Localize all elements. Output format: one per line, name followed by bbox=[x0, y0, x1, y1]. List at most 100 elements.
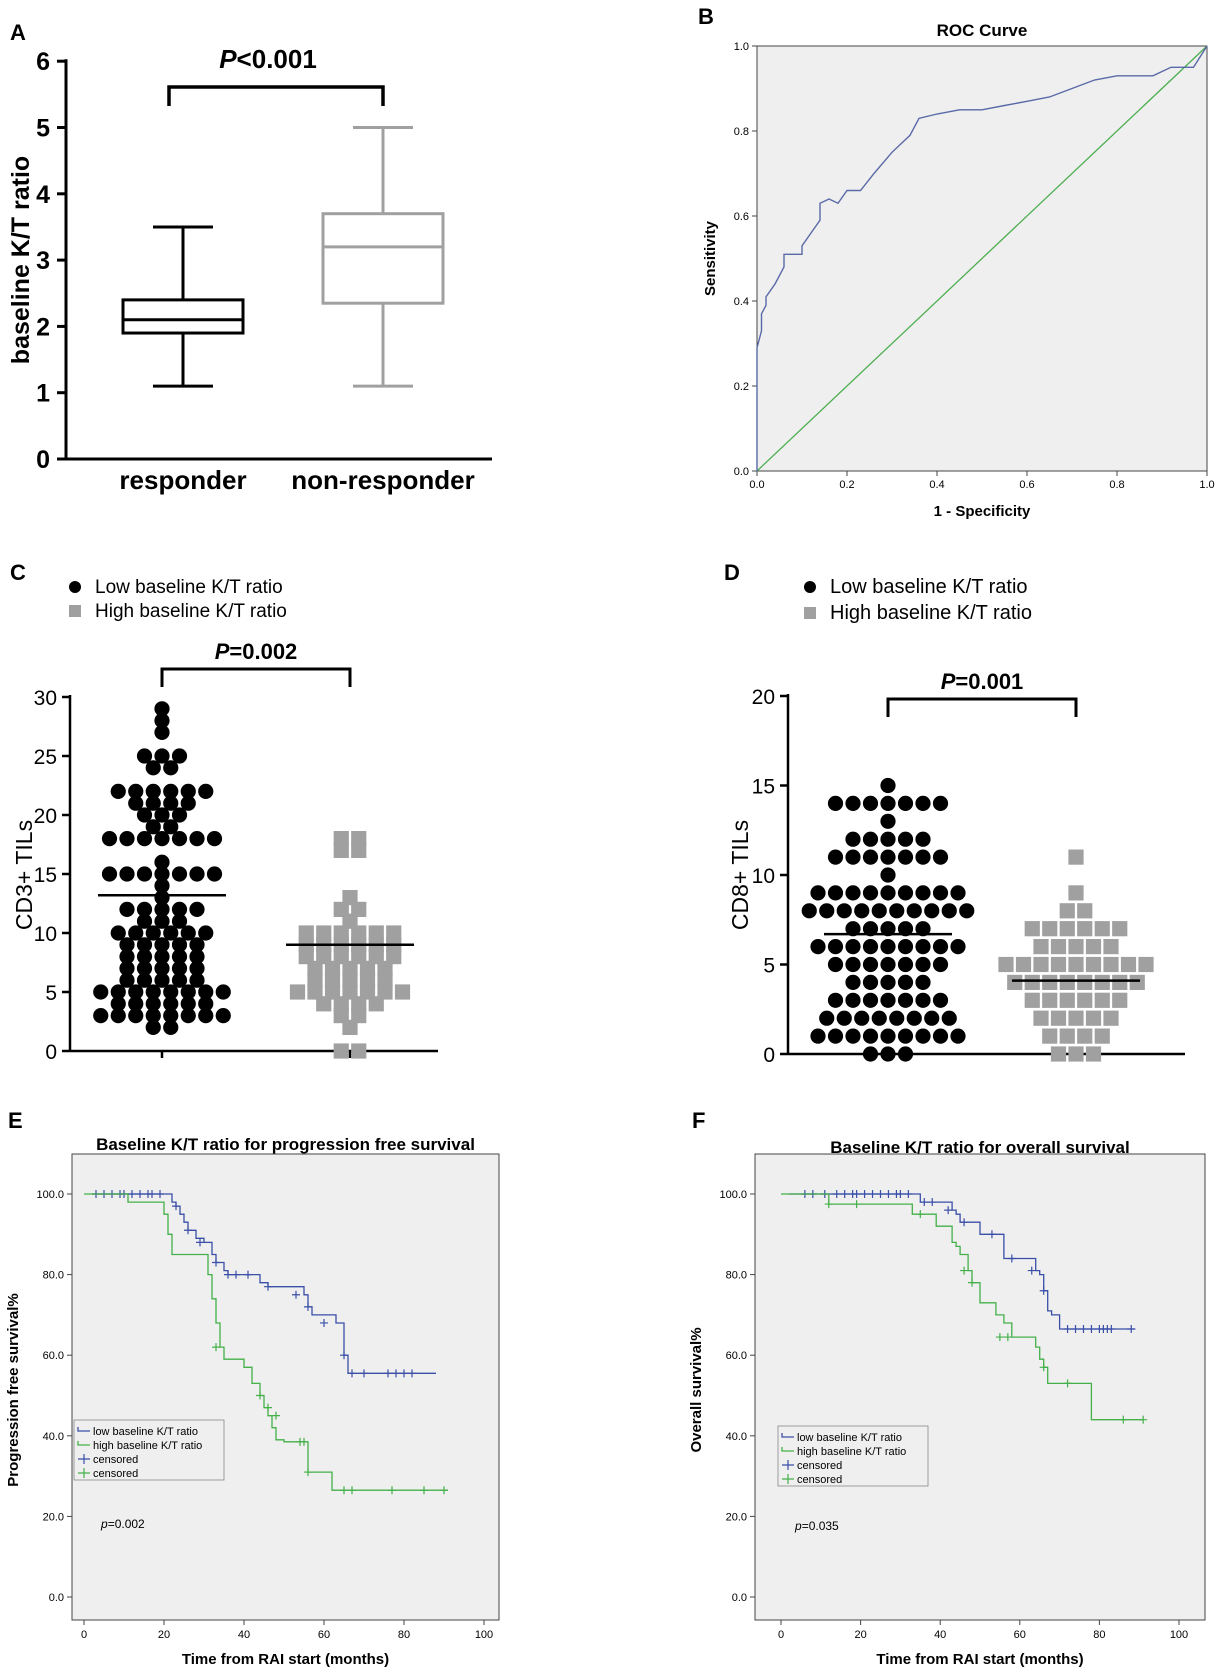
e-censor-mark bbox=[128, 1190, 136, 1198]
f-censor-mark bbox=[1063, 1379, 1072, 1388]
d-point-high bbox=[1024, 921, 1040, 937]
c-point-low bbox=[171, 901, 188, 918]
d-point-high bbox=[1050, 939, 1067, 955]
d-point-low bbox=[827, 1028, 844, 1044]
d-point-low bbox=[810, 939, 826, 955]
f-censor-mark bbox=[1079, 1325, 1088, 1334]
b-title: ROC Curve bbox=[937, 21, 1028, 40]
e-censor-mark bbox=[388, 1486, 396, 1495]
c-point-low bbox=[154, 701, 170, 717]
c-point-low bbox=[154, 724, 170, 741]
f-censor-mark bbox=[987, 1230, 996, 1239]
c-point-high bbox=[316, 996, 332, 1012]
c-point-low bbox=[171, 937, 188, 953]
d-panel-letter: D bbox=[724, 560, 740, 585]
a-y-tick-label: 5 bbox=[36, 115, 50, 143]
e-x-tick-label: 80 bbox=[398, 1629, 410, 1641]
d-point-low bbox=[845, 939, 861, 955]
e-censor-mark bbox=[184, 1226, 192, 1235]
f-censor-mark bbox=[1039, 1286, 1048, 1295]
c-point-low bbox=[189, 866, 205, 882]
c-point-low bbox=[93, 984, 109, 1000]
c-point-low bbox=[180, 783, 196, 800]
e-censor-mark bbox=[360, 1369, 368, 1378]
d-point-low bbox=[836, 903, 852, 919]
c-point-low bbox=[110, 1008, 126, 1024]
e-legend-censor bbox=[78, 1468, 90, 1478]
f-legend-line bbox=[781, 1447, 794, 1452]
d-point-low bbox=[897, 831, 914, 847]
e-panel: Baseline K/T ratio for progression free … bbox=[5, 1135, 500, 1668]
c-point-low bbox=[136, 937, 153, 953]
d-point-low bbox=[915, 885, 931, 901]
c-point-high bbox=[351, 925, 367, 941]
d-point-high bbox=[1138, 956, 1154, 973]
c-point-low bbox=[171, 866, 188, 882]
f-censor-mark bbox=[896, 1190, 905, 1198]
c-y-tick-label: 30 bbox=[34, 687, 57, 710]
e-censor-mark bbox=[172, 1202, 180, 1211]
a-p-rest: <0.001 bbox=[237, 44, 317, 74]
panel-a-letter: A bbox=[10, 20, 26, 45]
f-legend-label: censored bbox=[797, 1460, 842, 1472]
c-point-high bbox=[324, 960, 341, 976]
b-x-tick-label: 0.0 bbox=[749, 479, 764, 491]
f-censor-mark bbox=[852, 1200, 861, 1209]
c-point-low bbox=[154, 937, 170, 953]
d-p-value: P=0.001 bbox=[941, 669, 1024, 694]
d-point-high bbox=[1077, 921, 1093, 937]
d-point-low bbox=[819, 1010, 835, 1026]
d-legend-label: Low baseline K/T ratio bbox=[830, 576, 1028, 598]
c-point-low bbox=[171, 972, 188, 988]
c-point-low bbox=[110, 925, 126, 941]
e-y-tick-label: 40.0 bbox=[43, 1431, 64, 1443]
c-point-low bbox=[198, 925, 214, 941]
c-point-low bbox=[93, 1008, 109, 1024]
d-point-low bbox=[941, 903, 957, 919]
c-point-low bbox=[128, 795, 144, 811]
f-censor-mark bbox=[840, 1190, 849, 1198]
c-point-high bbox=[333, 842, 349, 858]
e-legend-line bbox=[77, 1427, 90, 1432]
c-point-low bbox=[198, 996, 214, 1012]
b-x-tick-label: 0.6 bbox=[1019, 479, 1034, 491]
d-point-low bbox=[906, 903, 922, 919]
d-point-high bbox=[1033, 956, 1049, 973]
d-significance-bracket bbox=[886, 697, 1078, 717]
e-legend-censor bbox=[78, 1454, 90, 1464]
f-censor-mark bbox=[852, 1190, 861, 1198]
d-point-low bbox=[819, 903, 835, 919]
c-point-high bbox=[368, 949, 384, 965]
c-point-low bbox=[163, 795, 179, 811]
f-censor-mark bbox=[920, 1198, 929, 1207]
f-survival-curve-low bbox=[789, 1193, 1136, 1330]
c-point-high bbox=[342, 960, 358, 976]
b-y-tick-label: 1.0 bbox=[734, 41, 749, 53]
c-legend-marker-high bbox=[69, 605, 81, 617]
c-point-low bbox=[171, 913, 188, 929]
f-legend-box bbox=[777, 1425, 929, 1487]
b-roc-curve bbox=[756, 45, 1208, 471]
c-point-low bbox=[136, 972, 153, 988]
c-point-high bbox=[342, 913, 358, 929]
c-point-high bbox=[316, 925, 332, 941]
e-censor-mark bbox=[300, 1437, 308, 1446]
f-survival-curve-high bbox=[781, 1193, 1144, 1421]
c-point-low bbox=[189, 831, 205, 847]
e-survival-curve-high bbox=[84, 1193, 448, 1491]
c-point-low bbox=[136, 831, 153, 847]
f-censor-mark bbox=[1063, 1325, 1072, 1334]
c-point-low bbox=[154, 913, 170, 929]
f-censor-mark bbox=[824, 1200, 833, 1209]
e-censor-mark bbox=[320, 1318, 328, 1327]
a-x-tick-label: non-responder bbox=[291, 465, 474, 495]
c-point-high bbox=[316, 949, 332, 965]
d-point-low bbox=[845, 992, 861, 1008]
d-point-low bbox=[862, 1028, 879, 1044]
c-point-low bbox=[215, 1008, 231, 1024]
f-censor-mark bbox=[1027, 1266, 1036, 1275]
d-point-high bbox=[1094, 974, 1110, 990]
d-point-low bbox=[845, 831, 861, 847]
d-point-low bbox=[915, 1028, 931, 1044]
